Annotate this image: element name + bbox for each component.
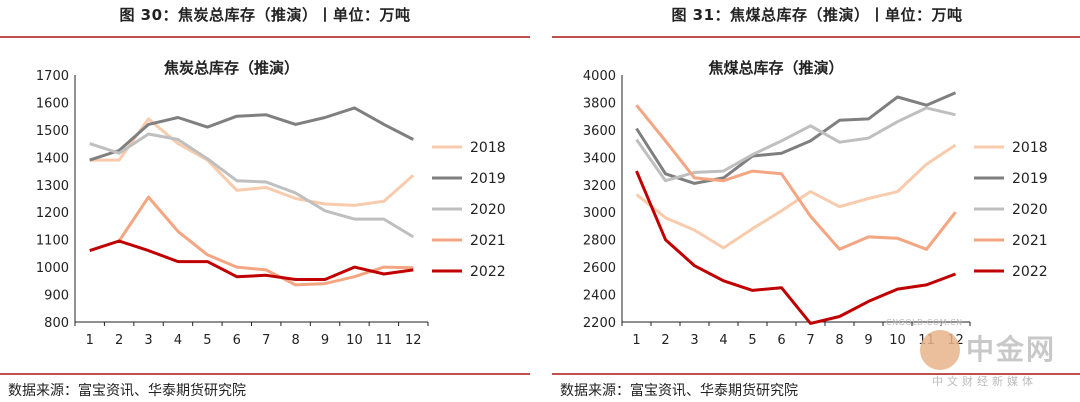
- figure-title: 图 30：焦炭总库存（推演）丨单位：万吨: [119, 6, 411, 24]
- top-rule: [0, 36, 530, 38]
- x-tick-label: 6: [777, 333, 785, 348]
- x-tick-label: 6: [233, 333, 241, 348]
- chart-title: 焦炭总库存（推演）: [163, 59, 299, 77]
- y-tick-label: 1700: [36, 69, 69, 84]
- x-tick-label: 5: [748, 333, 756, 348]
- x-tick-label: 8: [835, 333, 843, 348]
- x-tick-label: 4: [174, 333, 182, 348]
- x-tick-label: 2: [115, 333, 123, 348]
- figure-coking-coal-inventory: 图 31：焦煤总库存（推演）丨单位：万吨 焦煤总库存（推演） 2200 2400 26…: [552, 0, 1080, 402]
- y-tick-label: 2800: [583, 234, 616, 249]
- y-tick-label: 1500: [36, 124, 69, 139]
- x-tick-label: 9: [321, 333, 329, 348]
- x-tick-label: 10: [889, 333, 906, 348]
- y-tick-label: 1000: [36, 261, 69, 276]
- x-tick-label: 8: [291, 333, 299, 348]
- x-tick-label: 10: [346, 333, 363, 348]
- top-rule: [552, 36, 1080, 38]
- coke-inventory-chart: 焦炭总库存（推演） 800 900 1000 1100 1200 1300 1400 1500 1…: [36, 59, 506, 348]
- x-tick-label: 9: [864, 333, 872, 348]
- series-line-2018: [635, 143, 957, 250]
- y-tick-label: 1300: [36, 179, 69, 194]
- bottom-rule: [0, 373, 530, 375]
- y-tick-label: 3200: [583, 179, 616, 194]
- y-tick-label: 3600: [583, 124, 616, 139]
- legend-label-2020: 2020: [470, 202, 506, 218]
- bottom-rule: [552, 373, 1080, 375]
- series-line-2022: [635, 170, 957, 325]
- series-line-2019: [635, 91, 957, 185]
- x-tick-label: 1: [86, 333, 94, 348]
- x-tick-label: 5: [203, 333, 211, 348]
- series-line-2022: [89, 239, 414, 281]
- figure-coke-inventory: 图 30：焦炭总库存（推演）丨单位：万吨 焦炭总库存（推演） 800 900 1000…: [0, 0, 530, 402]
- coking-coal-inventory-chart: 焦煤总库存（推演） 2200 2400 2600 2800 3000 3200 3400 360…: [583, 59, 1048, 348]
- y-tick-label: 2400: [583, 289, 616, 304]
- series-line-2019: [89, 106, 414, 162]
- y-tick-label: 2200: [583, 316, 616, 331]
- y-tick-label: 3000: [583, 206, 616, 221]
- x-tick-label: 11: [376, 333, 393, 348]
- y-tick-label: 900: [44, 289, 69, 304]
- legend-label-2022: 2022: [1012, 264, 1048, 280]
- y-tick-label: 3800: [583, 96, 616, 111]
- legend-label-2018: 2018: [1012, 140, 1048, 156]
- x-tick-label: 7: [806, 333, 814, 348]
- watermark-logo-icon: [920, 330, 960, 370]
- y-tick-label: 1100: [36, 234, 69, 249]
- watermark-name: 中金网: [966, 333, 1057, 366]
- x-tick-label: 2: [661, 333, 669, 348]
- y-tick-label: 1200: [36, 206, 69, 221]
- series-line-2020: [89, 132, 415, 239]
- x-tick-label: 12: [405, 333, 422, 348]
- x-tick-label: 4: [719, 333, 727, 348]
- legend-label-2019: 2019: [470, 171, 506, 187]
- y-tick-label: 1400: [36, 151, 69, 166]
- y-tick-label: 4000: [583, 69, 616, 84]
- watermark-url: CNGOLD.COM.CN: [886, 318, 963, 327]
- x-tick-label: 3: [144, 333, 152, 348]
- watermark-subtitle: 中文财经新媒体: [932, 375, 1037, 388]
- y-tick-label: 800: [44, 316, 69, 331]
- y-tick-label: 2600: [583, 261, 616, 276]
- legend-label-2021: 2021: [470, 233, 506, 249]
- x-tick-label: 7: [262, 333, 270, 348]
- y-tick-label: 3400: [583, 151, 616, 166]
- series-line-2021: [635, 104, 957, 251]
- chart-title: 焦煤总库存（推演）: [707, 59, 843, 77]
- legend-label-2021: 2021: [1012, 233, 1048, 249]
- x-tick-label: 3: [690, 333, 698, 348]
- series-line-2021: [117, 195, 414, 287]
- source-note: 数据来源：富宝资讯、华泰期货研究院: [8, 383, 246, 399]
- legend-label-2020: 2020: [1012, 202, 1048, 218]
- y-tick-label: 1600: [36, 96, 69, 111]
- x-tick-label: 1: [632, 333, 640, 348]
- legend-label-2018: 2018: [470, 140, 506, 156]
- series-line-2020: [635, 106, 956, 183]
- legend-label-2022: 2022: [470, 264, 506, 280]
- figure-title: 图 31：焦煤总库存（推演）丨单位：万吨: [671, 6, 963, 24]
- source-note: 数据来源：富宝资讯、华泰期货研究院: [560, 383, 798, 399]
- legend-label-2019: 2019: [1012, 171, 1048, 187]
- series-line-2018: [89, 117, 415, 207]
